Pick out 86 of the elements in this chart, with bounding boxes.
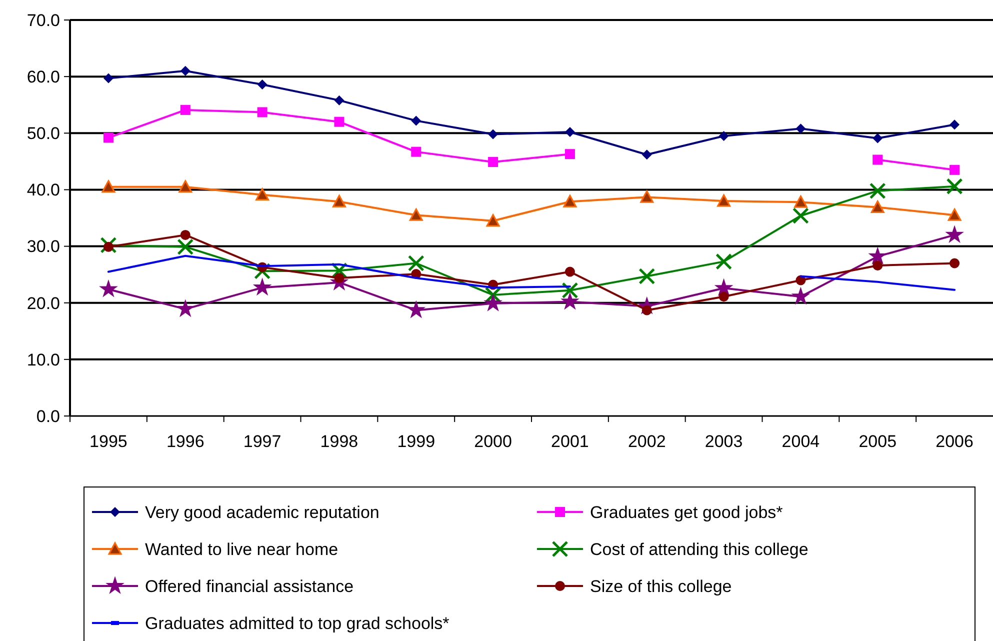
legend-label: Size of this college [590,576,732,596]
x-tick-label: 2006 [936,432,974,451]
x-tick-label: 2001 [551,432,589,451]
point [486,214,500,227]
point [332,194,346,208]
point [411,116,422,126]
point [872,154,883,165]
point [180,230,190,240]
point [334,95,344,106]
point [406,300,426,318]
point [408,255,424,272]
point [176,299,195,318]
point [950,120,960,130]
point [178,180,192,193]
x-tick-label: 2003 [704,432,743,451]
point [488,129,498,140]
x-tick-label: 1996 [166,432,204,451]
x-tick-label: 1999 [397,432,436,451]
x-tick-label: 2004 [782,432,820,451]
point [334,116,344,127]
point [945,225,964,243]
point [180,104,190,115]
point [950,258,960,268]
point [564,149,575,160]
point [950,164,960,175]
point [484,286,502,304]
y-tick-label: 70.0 [26,10,60,30]
point [948,208,962,221]
point [564,266,575,277]
point [868,246,888,264]
y-tick-label: 0.0 [36,406,60,426]
point [714,278,734,296]
point [100,236,117,254]
point [642,150,652,160]
point [946,178,963,195]
point [562,282,578,299]
point [870,200,884,213]
legend-label: Very good academic reputation [145,502,380,522]
point [103,132,114,143]
y-tick-label: 40.0 [26,180,60,200]
point [409,208,423,221]
point [792,207,809,224]
point [252,278,272,296]
x-tick-label: 2002 [628,432,666,451]
x-tick-label: 2000 [474,432,512,451]
legend-label: Graduates get good jobs* [590,502,784,522]
legend-label: Graduates admitted to top grad schools* [145,614,450,633]
point [563,194,577,208]
y-tick-label: 60.0 [26,68,60,87]
y-tick-label: 10.0 [26,350,60,370]
point [103,73,114,84]
point [872,260,883,271]
point [718,130,729,141]
y-tick-label: 20.0 [26,294,60,313]
x-tick-label: 2005 [858,432,897,451]
point [102,180,116,193]
point [99,279,118,298]
point [256,188,270,201]
point [560,292,580,310]
x-tick-label: 1998 [320,432,358,451]
point [564,127,575,138]
point [488,156,498,167]
point [638,268,656,285]
point [796,124,806,134]
point [718,292,729,302]
point [717,194,731,207]
legend-label: Offered financial assistance [145,576,354,596]
point [257,79,268,90]
point [872,133,883,144]
point [484,294,502,312]
x-tick-label: 1997 [243,432,282,451]
x-tick-label: 1995 [90,432,128,451]
legend-label: Cost of attending this college [590,540,808,559]
point [794,195,808,208]
point [103,242,114,252]
point [411,146,422,157]
point [791,286,810,305]
point [257,107,268,118]
y-tick-label: 50.0 [26,124,60,144]
point [640,190,654,203]
y-tick-label: 30.0 [26,237,60,256]
legend-label: Wanted to live near home [145,540,338,559]
point [177,238,194,256]
point [180,66,190,76]
point [716,253,732,270]
point [869,182,886,200]
